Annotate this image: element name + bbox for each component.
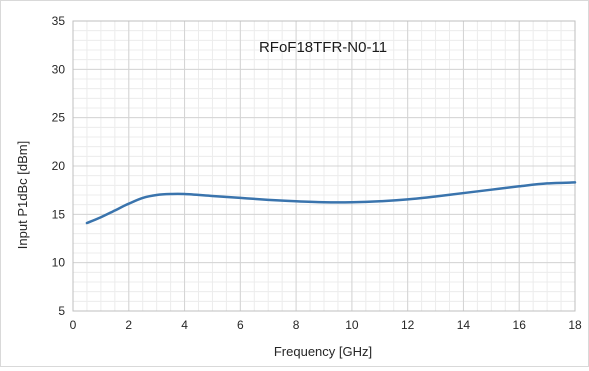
x-tick-label: 0	[70, 318, 77, 332]
x-tick-label: 2	[125, 318, 132, 332]
x-tick-label: 18	[568, 318, 582, 332]
y-tick-label: 25	[52, 111, 66, 125]
x-tick-label: 10	[345, 318, 359, 332]
y-tick-label: 10	[52, 256, 66, 270]
x-tick-label: 16	[513, 318, 527, 332]
series-line	[85, 181, 577, 225]
series-layer	[85, 181, 577, 225]
x-tick-label: 12	[401, 318, 415, 332]
x-axis-tick-labels: 0 2 4 6 8 10 12 14 16 18	[70, 318, 582, 332]
x-axis-title: Frequency [GHz]	[274, 344, 372, 359]
y-tick-label: 5	[58, 304, 65, 318]
y-axis-tick-labels: 5 10 15 20 25 30 35	[52, 14, 66, 318]
x-tick-label: 8	[293, 318, 300, 332]
y-tick-label: 15	[52, 207, 66, 221]
major-grid	[72, 20, 576, 312]
plot-border	[72, 20, 576, 312]
x-tick-label: 4	[181, 318, 188, 332]
y-tick-label: 30	[52, 62, 66, 76]
x-tick-label: 14	[457, 318, 471, 332]
y-axis-title: Input P1dBc [dBm]	[15, 141, 30, 249]
chart-title: RFoF18TFR-N0-11	[259, 39, 387, 56]
y-tick-label: 20	[52, 159, 66, 173]
y-tick-label: 35	[52, 14, 66, 28]
x-tick-label: 6	[237, 318, 244, 332]
